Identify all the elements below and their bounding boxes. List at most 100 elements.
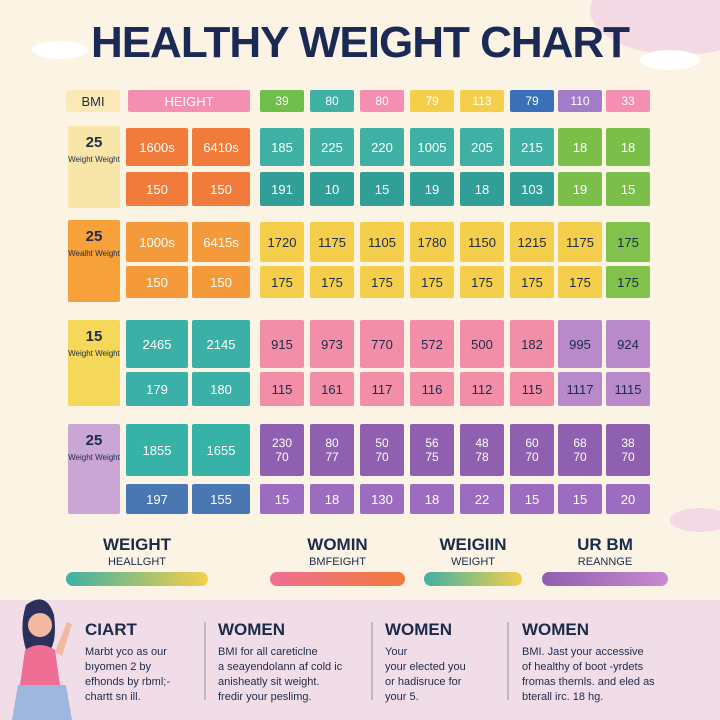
footer-text: your elected you [385, 661, 466, 673]
value-cell: 175 [510, 266, 554, 298]
footer-heading: WOMEN [218, 620, 286, 639]
value-cell: 50 70 [360, 424, 404, 476]
value-cell: 68 70 [558, 424, 602, 476]
footer-text: your 5. [385, 691, 419, 703]
footer-heading: WOMEN [522, 620, 590, 639]
value-cell: 500 [460, 320, 504, 368]
value-cell: 15 [558, 484, 602, 514]
column-header: 80 [310, 90, 354, 112]
value-line: 230 [271, 436, 293, 450]
footer-text: anisheatly sit weight. [218, 676, 320, 688]
value-line: 60 [525, 436, 539, 450]
value-cell: 175 [260, 266, 304, 298]
bmi-value: 25 [85, 228, 103, 245]
value-cell: 1150 [460, 222, 504, 262]
height-cell: 1855 [126, 424, 188, 476]
value-cell: 1175 [558, 222, 602, 262]
bmi-block [68, 220, 120, 302]
legend-title: WEIGIIN [439, 535, 507, 554]
woman-illustration [12, 599, 72, 720]
footer-text: a seayendolann af cold ic [218, 661, 343, 673]
bmi-label: Weight Weight [68, 349, 120, 358]
column-header: 113 [460, 90, 504, 112]
value-cell: 19 [410, 172, 454, 206]
value-cell: 18 [460, 172, 504, 206]
value-cell: 175 [558, 266, 602, 298]
legend-bar [424, 572, 522, 586]
height-cell: 6410s [192, 128, 250, 166]
value-cell: 220 [360, 128, 404, 166]
legend-title: WOMIN [307, 535, 368, 554]
value-cell: 117 [360, 372, 404, 406]
footer-text: or hadisruce for [385, 676, 462, 688]
value-cell: 20 [606, 484, 650, 514]
value-cell: 205 [460, 128, 504, 166]
value-cell: 572 [410, 320, 454, 368]
column-header: 80 [360, 90, 404, 112]
legend-subtitle: WEIGHT [451, 556, 495, 568]
value-line: 70 [275, 450, 289, 464]
title: HEALTHY WEIGHT CHART [90, 18, 630, 67]
bmi-header: BMI [66, 90, 120, 112]
height-cell: 6415s [192, 222, 250, 262]
value-cell: 38 70 [606, 424, 650, 476]
value-cell: 161 [310, 372, 354, 406]
bmi-label: Weight Weight [68, 155, 120, 164]
footer-text: efhonds by rbml;- [85, 676, 170, 688]
legend-title: UR BM [577, 535, 633, 554]
value-cell: 770 [360, 320, 404, 368]
value-cell: 175 [310, 266, 354, 298]
value-line: 70 [573, 450, 587, 464]
value-cell: 15 [260, 484, 304, 514]
value-line: 70 [621, 450, 635, 464]
column-header: 79 [410, 90, 454, 112]
height-cell: 150 [192, 172, 250, 206]
value-cell: 116 [410, 372, 454, 406]
height-cell: 1600s [126, 128, 188, 166]
value-cell: 130 [360, 484, 404, 514]
footer-text: bterall irc. 18 hg. [522, 691, 604, 703]
footer-text: BMI for all careticlne [218, 646, 318, 658]
value-line: 68 [573, 436, 587, 450]
value-cell: 115 [510, 372, 554, 406]
value-cell: 1117 [558, 372, 602, 406]
footer-heading: WOMEN [385, 620, 453, 639]
height-cell: 197 [126, 484, 188, 514]
value-cell: 175 [360, 266, 404, 298]
value-cell: 60 70 [510, 424, 554, 476]
legend-subtitle: BMFEIGHT [309, 556, 366, 568]
legend-title: WEIGHT [103, 535, 171, 554]
footer-text: Your [385, 646, 408, 658]
value-line: 80 [325, 436, 339, 450]
value-cell: 15 [510, 484, 554, 514]
value-cell: 185 [260, 128, 304, 166]
height-header: HEIGHT [128, 90, 250, 112]
value-cell: 175 [460, 266, 504, 298]
value-line: 70 [525, 450, 539, 464]
value-cell: 1780 [410, 222, 454, 262]
height-cell: 180 [192, 372, 250, 406]
value-cell: 48 78 [460, 424, 504, 476]
height-cell: 2465 [126, 320, 188, 368]
height-cell: 150 [192, 266, 250, 298]
value-cell: 995 [558, 320, 602, 368]
legend-subtitle: REANNGE [577, 556, 633, 568]
height-cell: 1655 [192, 424, 250, 476]
value-cell: 215 [510, 128, 554, 166]
bmi-value: 15 [85, 328, 103, 345]
value-cell: 80 77 [310, 424, 354, 476]
value-line: 75 [425, 450, 439, 464]
value-cell: 175 [606, 266, 650, 298]
value-cell: 175 [410, 266, 454, 298]
height-cell: 1000s [126, 222, 188, 262]
bmi-label: Weight Weight [68, 453, 120, 462]
bmi-block [68, 424, 120, 514]
height-cell: 179 [126, 372, 188, 406]
value-cell: 191 [260, 172, 304, 206]
footer-text: fredir your peslimg. [218, 691, 312, 703]
value-cell: 924 [606, 320, 650, 368]
value-cell: 22 [460, 484, 504, 514]
value-line: 77 [325, 450, 339, 464]
value-line: 48 [475, 436, 489, 450]
